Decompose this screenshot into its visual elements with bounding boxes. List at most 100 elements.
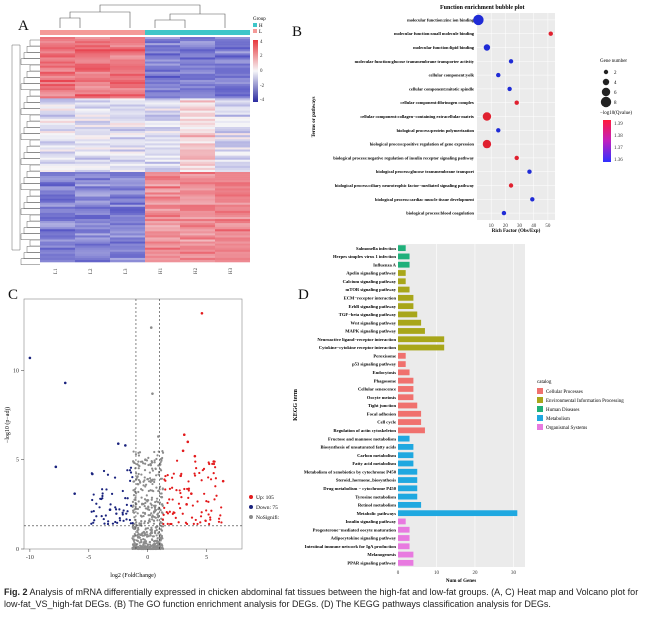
- heatmap-cell: [145, 96, 180, 99]
- heatmap-cell: [215, 155, 250, 158]
- volcano-point-texture: [152, 511, 156, 514]
- heatmap-cell: [40, 253, 75, 257]
- kegg-bar: [398, 410, 422, 417]
- row-dendrogram-branch: [26, 171, 40, 178]
- volcano-point-texture: [144, 483, 148, 486]
- bubble-term-label: biological process:blood coagulation: [406, 211, 474, 216]
- volcano-point-texture: [100, 515, 103, 518]
- heatmap-cell: [40, 47, 75, 50]
- heatmap-cell: [145, 194, 180, 197]
- heatmap-cell: [180, 41, 215, 44]
- heatmap-cell: [75, 69, 110, 73]
- volcano-point-texture: [220, 521, 223, 524]
- volcano-point-texture: [151, 479, 154, 482]
- heatmap-cell: [75, 141, 110, 144]
- heatmap-cell: [145, 225, 180, 228]
- volcano-x-tick: 5: [205, 555, 208, 561]
- heatmap-cell: [145, 88, 180, 91]
- figure-caption: Fig. 2 Analysis of mRNA differentially e…: [4, 586, 644, 610]
- volcano-point-texture: [171, 512, 174, 515]
- kegg-term-label: Fructose and mannose metabolism: [328, 436, 396, 441]
- kegg-term-label: Cytokine−cytokine receptor interaction: [319, 345, 397, 350]
- figure-label: Fig. 2: [4, 587, 28, 597]
- volcano-point-texture: [137, 460, 140, 463]
- heatmap-cell: [180, 49, 215, 52]
- heatmap-cell: [110, 135, 145, 138]
- kegg-legend-swatch: [537, 406, 543, 412]
- heatmap-cell: [40, 231, 75, 234]
- volcano-point-texture: [177, 521, 180, 524]
- bubble-term-label: biological process:cardiac muscle tissue…: [375, 197, 474, 202]
- kegg-x-tick: 20: [472, 571, 478, 576]
- volcano-point-texture: [148, 546, 151, 549]
- heatmap-cell: [40, 229, 75, 232]
- volcano-point-texture: [126, 497, 129, 500]
- volcano-point-texture: [180, 472, 183, 476]
- heatmap-cell: [75, 133, 110, 136]
- heatmap-cell: [180, 94, 215, 97]
- heatmap-cell: [75, 200, 110, 203]
- heatmap-cell: [145, 192, 180, 195]
- heatmap-cell: [215, 65, 250, 68]
- heatmap-cell: [75, 208, 110, 212]
- volcano-point-texture: [146, 478, 149, 481]
- kegg-bar: [398, 444, 414, 450]
- bubble-term-label: biological process:glucose transmembrane…: [376, 169, 475, 174]
- heatmap-cell: [215, 135, 250, 138]
- volcano-point: [200, 311, 204, 315]
- heatmap-cell: [180, 73, 215, 77]
- heatmap-cell: [40, 82, 75, 85]
- volcano-point-texture: [147, 521, 150, 525]
- heatmap-cell: [215, 198, 250, 201]
- heatmap-cell: [75, 82, 110, 85]
- volcano-point-texture: [154, 516, 158, 519]
- heatmap-cell: [215, 49, 250, 52]
- heatmap-cell: [145, 139, 180, 142]
- heatmap-cell: [180, 172, 215, 175]
- heatmap-cell: [145, 178, 180, 181]
- volcano-point-texture: [132, 511, 136, 514]
- heatmap-cell: [180, 182, 215, 185]
- bubble-point: [514, 155, 519, 161]
- bubble-term-label: biological process:negative regulation o…: [333, 155, 475, 160]
- heatmap-cell: [75, 196, 110, 199]
- volcano-point-texture: [140, 520, 143, 523]
- scale-tick: -2: [260, 84, 265, 89]
- heatmap-cell: [215, 47, 250, 50]
- q-tick: 1.39: [614, 122, 623, 127]
- volcano-point-texture: [142, 544, 145, 547]
- volcano-point-texture: [152, 515, 155, 518]
- heatmap-cell: [215, 43, 250, 46]
- kegg-bar: [398, 402, 418, 409]
- heatmap-cell: [215, 141, 250, 144]
- heatmap-cell: [110, 114, 145, 118]
- volcano-point-texture: [170, 476, 174, 479]
- heatmap-cell: [75, 110, 110, 113]
- volcano-point-texture: [125, 518, 128, 521]
- volcano-point-texture: [155, 497, 159, 500]
- kegg-bar: [398, 336, 445, 343]
- heatmap-cell: [40, 233, 75, 236]
- volcano-y-tick: 5: [16, 458, 19, 464]
- heatmap-cell: [145, 71, 180, 75]
- heatmap-cell: [75, 229, 110, 232]
- heatmap-cell: [75, 67, 110, 71]
- heatmap-cell: [215, 196, 250, 199]
- heatmap-cell: [40, 167, 75, 171]
- heatmap-cell: [180, 176, 215, 179]
- kegg-bar: [398, 485, 418, 492]
- volcano-point-texture: [137, 528, 140, 531]
- volcano-point-texture: [144, 501, 147, 505]
- heatmap-cell: [40, 235, 75, 238]
- heatmap-cell: [110, 259, 145, 263]
- heatmap-cell: [40, 45, 75, 48]
- bubble-ylabel: Terms or pathways: [312, 97, 317, 138]
- heatmap-cell: [215, 84, 250, 87]
- volcano-point-texture: [91, 498, 94, 502]
- heatmap-cell: [40, 147, 75, 150]
- heatmap-cell: [145, 116, 180, 120]
- volcano-legend-dot: [249, 495, 253, 499]
- heatmap-cell: [40, 155, 75, 158]
- volcano-point: [212, 460, 216, 463]
- kegg-term-label: Wnt signaling pathway: [351, 320, 397, 325]
